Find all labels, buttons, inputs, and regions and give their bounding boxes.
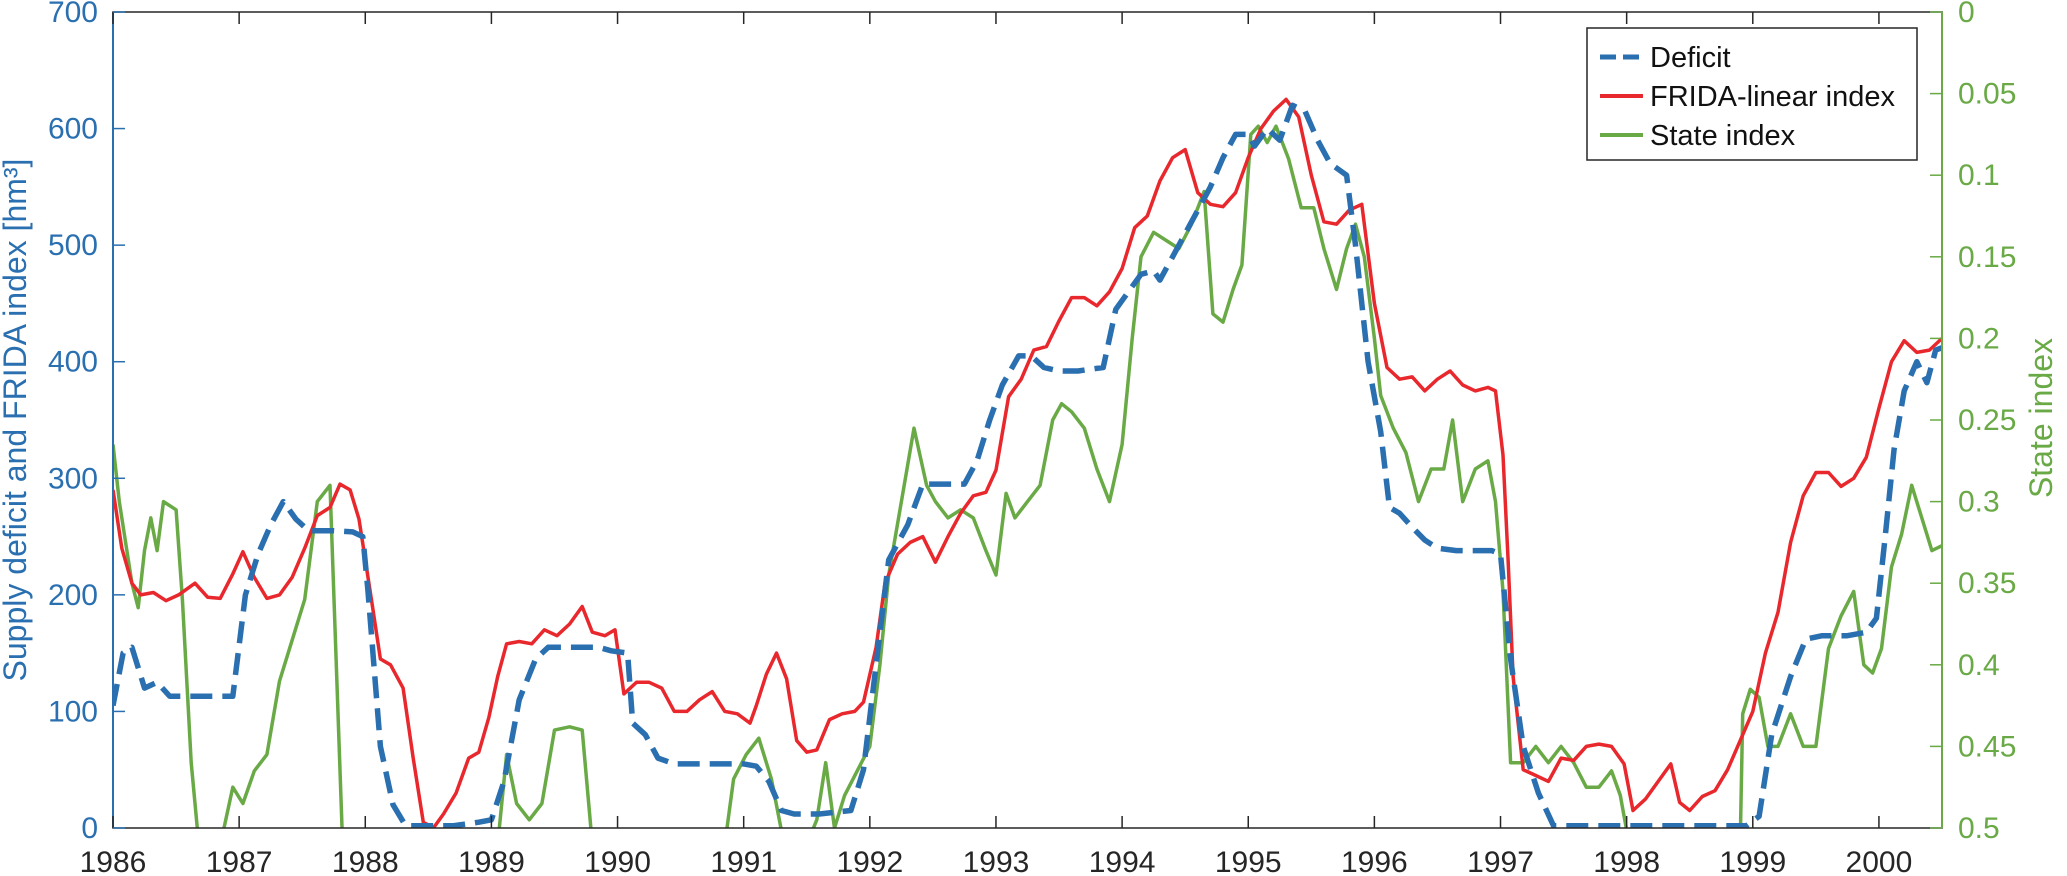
left-tick-label: 100: [48, 695, 98, 728]
left-tick-label: 400: [48, 346, 98, 379]
right-tick-label: 0.45: [1958, 730, 2016, 763]
legend: Deficit FRIDA-linear index State index: [1586, 27, 1918, 161]
right-tick-label: 0: [1958, 0, 1975, 29]
x-tick-label: 1998: [1593, 846, 1660, 876]
left-tick-label: 500: [48, 229, 98, 262]
right-tick-label: 0.35: [1958, 567, 2016, 600]
series-line-frida-linear-index: [113, 97, 1942, 828]
left-tick-label: 200: [48, 579, 98, 612]
right-tick-label: 0.4: [1958, 649, 2000, 682]
right-tick-label: 0.15: [1958, 241, 2016, 274]
x-tick-label: 1986: [80, 846, 147, 876]
right-tick-label: 0.3: [1958, 486, 2000, 519]
x-tick-label: 1999: [1719, 846, 1786, 876]
x-tick-label: 1989: [458, 846, 525, 876]
right-tick-label: 0.1: [1958, 159, 2000, 192]
x-tick-label: 1987: [206, 846, 273, 876]
series-layer: [113, 97, 1942, 828]
legend-label-frida: FRIDA-linear index: [1650, 81, 1895, 113]
x-tick-label: 1993: [963, 846, 1030, 876]
legend-label-deficit: Deficit: [1650, 42, 1731, 74]
left-axis-ticks: 0 100 200 300 400 500 600 700: [48, 0, 125, 845]
series-line-deficit: [113, 102, 1942, 828]
x-tick-label: 2000: [1846, 846, 1913, 876]
x-tick-label: 1990: [584, 846, 651, 876]
left-axis-label: Supply deficit and FRIDA index [hm³]: [0, 159, 33, 682]
right-tick-label: 0.05: [1958, 78, 2016, 111]
right-axis-label: State index: [2023, 338, 2059, 498]
legend-label-state: State index: [1650, 120, 1796, 152]
left-tick-label: 600: [48, 113, 98, 146]
x-tick-label: 1991: [710, 846, 777, 876]
right-axis-ticks: 0 0.05 0.1 0.15 0.2 0.25 0.3 0.35 0.4 0.45 0.5: [1930, 0, 2016, 845]
left-tick-label: 0: [81, 812, 98, 845]
left-tick-label: 300: [48, 462, 98, 495]
x-tick-label: 1996: [1341, 846, 1408, 876]
x-tick-label: 1995: [1215, 846, 1282, 876]
x-tick-label: 1988: [332, 846, 399, 876]
x-tick-label: 1992: [836, 846, 903, 876]
right-tick-label: 0.25: [1958, 404, 2016, 437]
left-tick-label: 700: [48, 0, 98, 29]
series-line-state-index: [113, 124, 1942, 828]
x-axis-ticks: 1986 1987 1988 1989 1990 1991 1992 1993 1994 1995…: [80, 12, 1913, 876]
right-tick-label: 0.2: [1958, 322, 2000, 355]
right-tick-label: 0.5: [1958, 812, 2000, 845]
x-tick-label: 1997: [1467, 846, 1534, 876]
x-tick-label: 1994: [1089, 846, 1156, 876]
